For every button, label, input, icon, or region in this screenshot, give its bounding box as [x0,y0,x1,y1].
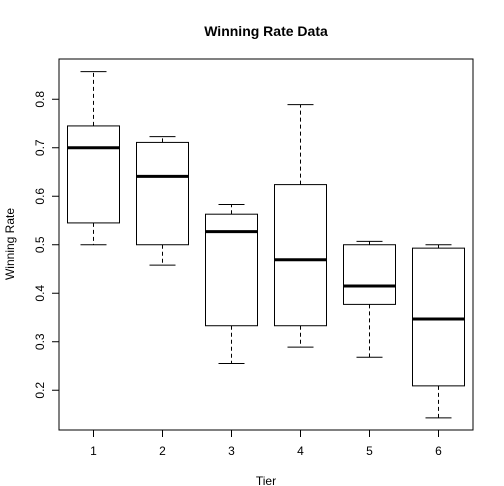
box-group-tier-2 [136,136,189,266]
x-axis: 1 2 3 4 5 6 [90,429,442,458]
x-tick-label: 4 [297,444,304,458]
iqr-box [67,125,120,224]
iqr-box [343,244,396,305]
box-group-tier-5 [343,240,396,358]
y-tick-label: 0.5 [33,236,47,253]
chart-title: Winning Rate Data [204,23,328,39]
box-group-tier-1 [67,71,120,246]
x-tick-label: 2 [159,444,166,458]
iqr-box [274,184,327,327]
y-tick-label: 0.2 [33,382,47,399]
x-tick-label: 6 [435,444,442,458]
y-tick-label: 0.7 [33,139,47,156]
y-tick-label: 0.4 [33,285,47,302]
x-axis-label: Tier [256,474,276,486]
y-tick-label: 0.6 [33,188,47,205]
x-tick-label: 1 [90,444,97,458]
boxes-layer [67,71,465,419]
y-tick-label: 0.3 [33,333,47,350]
y-tick-label: 0.8 [33,91,47,108]
iqr-box [136,141,189,246]
y-axis-label: Winning Rate [3,208,17,280]
x-tick-label: 5 [366,444,373,458]
x-tick-label: 3 [228,444,235,458]
box-group-tier-4 [274,104,327,348]
box-group-tier-6 [412,244,465,419]
y-axis: 0.2 0.3 0.4 0.5 0.6 0.7 0.8 [33,91,60,399]
iqr-box [412,247,465,387]
box-group-tier-3 [205,203,258,365]
plot-frame [58,58,474,431]
